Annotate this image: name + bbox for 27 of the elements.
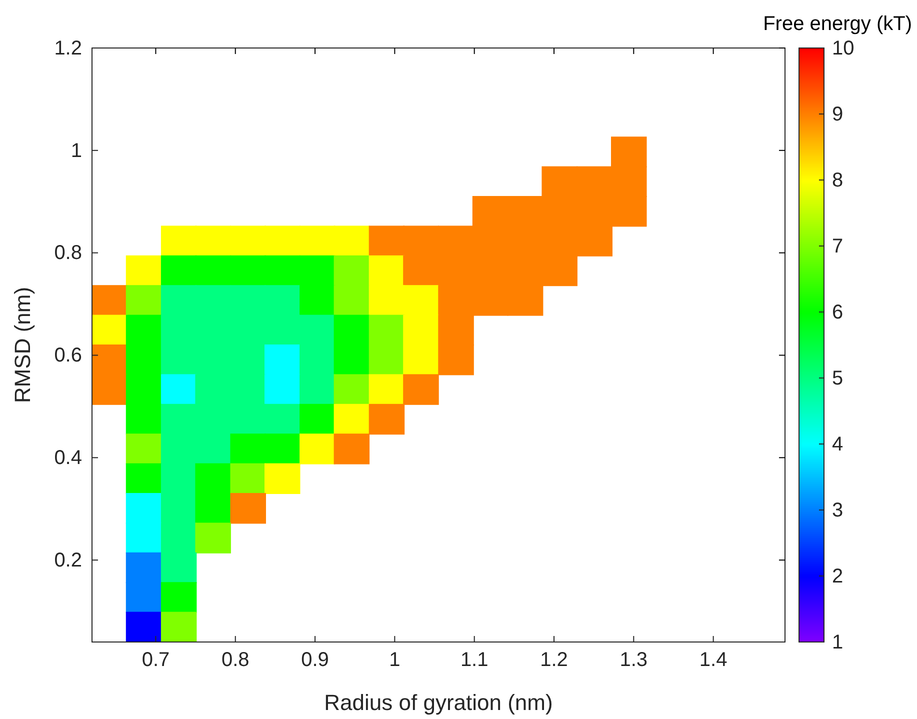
y-axis-title: RMSD (nm) — [10, 286, 35, 404]
color-bar-label: 2 — [832, 565, 844, 588]
color-bar-label: 5 — [832, 367, 844, 390]
color-bar-label: 1 — [832, 631, 844, 654]
color-bar-label: 7 — [832, 235, 844, 258]
color-bar-label: 9 — [832, 103, 844, 126]
x-tick-label: 1.4 — [699, 649, 728, 672]
x-tick-label: 1.3 — [620, 649, 648, 672]
color-bar-label: 3 — [832, 499, 844, 522]
color-bar-label: 6 — [832, 301, 844, 324]
x-tick-label: 1.1 — [460, 649, 488, 672]
color-bar-label: 4 — [832, 433, 844, 456]
y-tick-label: 0.6 — [54, 344, 82, 367]
y-tick-label: 0.4 — [54, 447, 82, 470]
x-axis-title: Radius of gyration (nm) — [324, 690, 553, 715]
x-tick-label: 0.8 — [221, 649, 250, 672]
y-tick-label: 0.2 — [54, 549, 82, 572]
x-tick-label: 1.2 — [540, 649, 568, 672]
x-tick-label: 0.9 — [301, 649, 329, 672]
x-tick-label: 1 — [389, 649, 400, 672]
y-tick-label: 1 — [70, 140, 82, 162]
y-tick-label: 0.8 — [54, 242, 82, 264]
color-bar-label: 8 — [832, 169, 844, 192]
x-tick-label: 0.7 — [142, 649, 170, 672]
color-bar-title: Free energy (kT) — [763, 13, 912, 35]
y-tick-label: 1.2 — [54, 37, 82, 60]
color-bar-label: 10 — [832, 37, 854, 60]
